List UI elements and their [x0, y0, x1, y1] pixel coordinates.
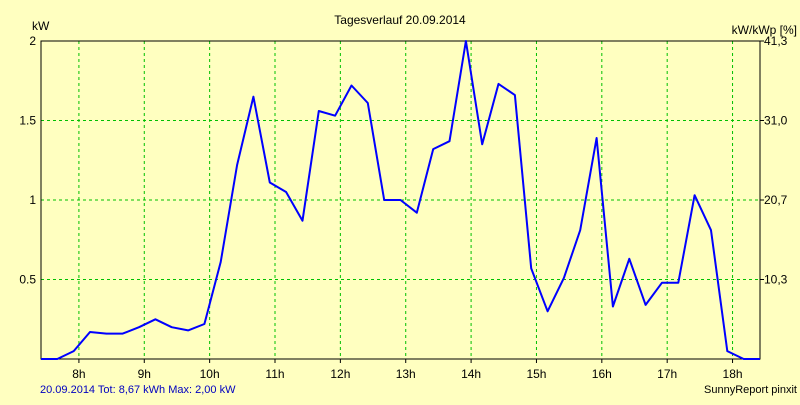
x-tick-label: 18h [723, 367, 743, 381]
x-tick-label: 10h [200, 367, 220, 381]
x-tick-label: 17h [657, 367, 677, 381]
x-tick-label: 15h [526, 367, 546, 381]
y-left-tick-label: 0.5 [19, 273, 36, 287]
x-tick-label: 11h [265, 367, 284, 381]
footer-left: 20.09.2014 Tot: 8,67 kWh Max: 2,00 kW [40, 384, 236, 396]
y-left-tick-label: 2 [29, 34, 36, 48]
y-left-tick-label: 1 [29, 193, 36, 207]
x-tick-label: 12h [330, 367, 350, 381]
y-left-unit: kW [32, 19, 50, 33]
x-tick-label: 14h [461, 367, 481, 381]
x-tick-label: 9h [138, 367, 151, 381]
y-right-tick-label: 20,7 [764, 193, 788, 207]
y-left-tick-label: 1.5 [19, 114, 36, 128]
y-right-tick-label: 10,3 [764, 273, 788, 287]
x-tick-label: 13h [396, 367, 416, 381]
footer-right: SunnyReport pinxit [704, 384, 797, 396]
x-tick-label: 8h [72, 367, 85, 381]
chart-title: Tagesverlauf 20.09.2014 [334, 13, 466, 27]
y-right-tick-label: 31,0 [764, 114, 788, 128]
x-tick-label: 16h [592, 367, 612, 381]
y-right-tick-label: 41,3 [764, 34, 788, 48]
